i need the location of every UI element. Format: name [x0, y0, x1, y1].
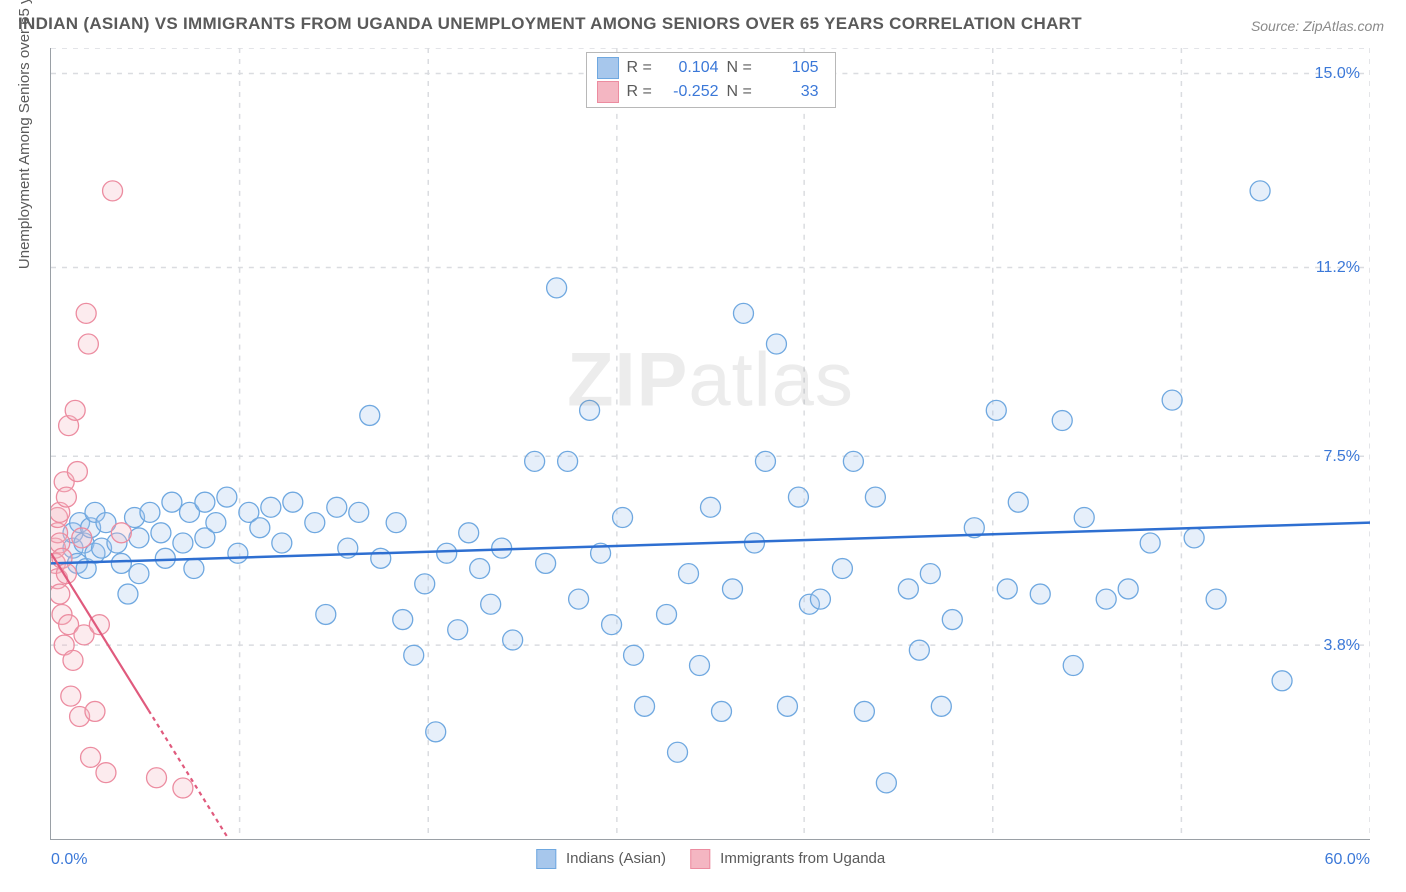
correlation-stats-box: R = 0.104 N = 105 R = -0.252 N = 33: [586, 52, 836, 108]
y-tick-label: 11.2%: [1316, 259, 1360, 277]
legend-swatch-2: [690, 849, 710, 869]
y-tick-label: 7.5%: [1324, 448, 1360, 466]
r-label: R =: [627, 59, 655, 77]
n-label: N =: [727, 59, 755, 77]
swatch-series-1: [597, 57, 619, 79]
r-value-series-1: 0.104: [663, 59, 719, 77]
n-value-series-1: 105: [763, 59, 819, 77]
r-value-series-2: -0.252: [663, 83, 719, 101]
swatch-series-2: [597, 81, 619, 103]
r-label: R =: [627, 83, 655, 101]
n-value-series-2: 33: [763, 83, 819, 101]
source-attribution: Source: ZipAtlas.com: [1251, 18, 1384, 34]
y-tick-label: 15.0%: [1315, 65, 1360, 83]
bottom-legend: Indians (Asian) Immigrants from Uganda: [536, 849, 885, 869]
chart-svg: [51, 48, 1370, 839]
n-label: N =: [727, 83, 755, 101]
y-axis-title: Unemployment Among Seniors over 65 years: [16, 0, 33, 269]
legend-swatch-1: [536, 849, 556, 869]
x-tick-label: 60.0%: [1325, 851, 1370, 869]
stats-row-series-2: R = -0.252 N = 33: [597, 80, 819, 104]
x-tick-label: 0.0%: [51, 851, 87, 869]
chart-title: INDIAN (ASIAN) VS IMMIGRANTS FROM UGANDA…: [18, 14, 1082, 34]
plot-area: ZIPatlas R = 0.104 N = 105 R = -0.252 N …: [50, 48, 1370, 840]
stats-row-series-1: R = 0.104 N = 105: [597, 56, 819, 80]
legend-item-2: Immigrants from Uganda: [690, 849, 885, 869]
legend-label-1: Indians (Asian): [566, 850, 666, 867]
legend-item-1: Indians (Asian): [536, 849, 666, 869]
legend-label-2: Immigrants from Uganda: [720, 850, 885, 867]
y-tick-label: 3.8%: [1324, 637, 1360, 655]
